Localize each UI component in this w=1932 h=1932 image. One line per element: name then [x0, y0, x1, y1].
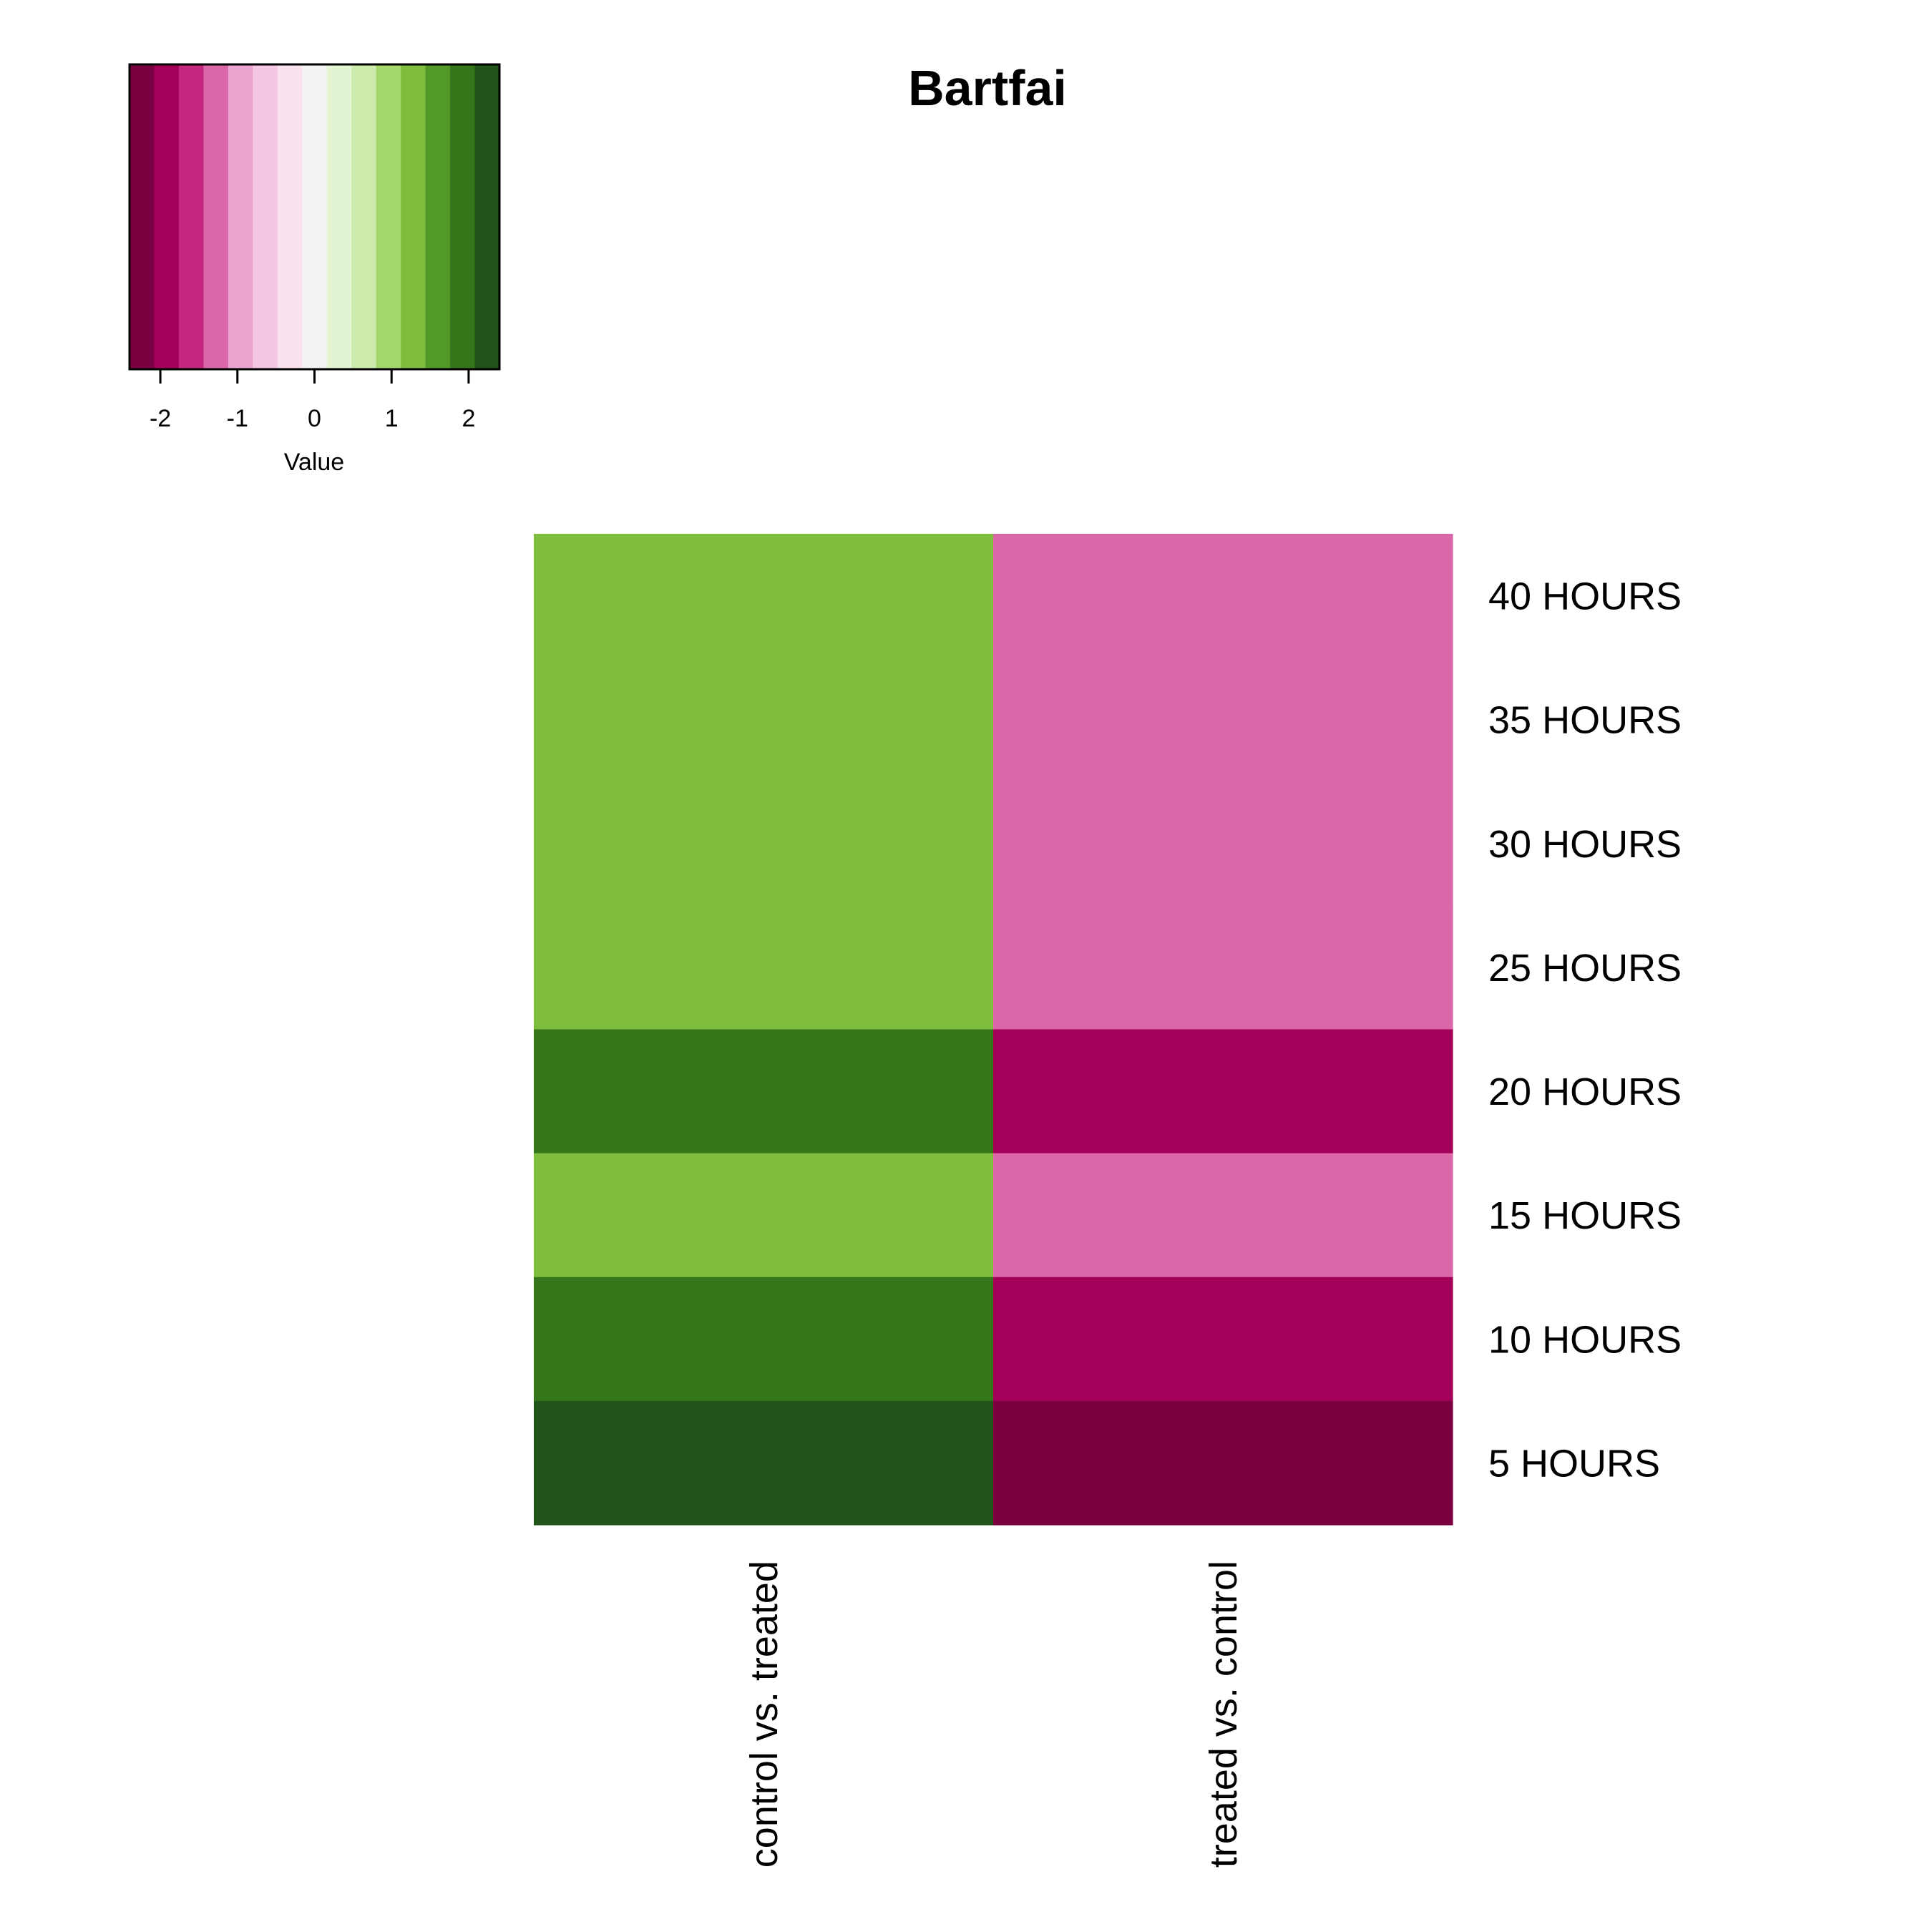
- color-key-band: [474, 64, 500, 369]
- column-labels: control vs. treated treated vs. control: [743, 1561, 1245, 1868]
- color-key-band: [203, 64, 229, 369]
- heatmap-cell: [993, 1153, 1453, 1278]
- color-key-band: [253, 64, 278, 369]
- heatmap-cell: [993, 905, 1453, 1030]
- color-key-band: [376, 64, 401, 369]
- color-key: -2 -1 0 1 2 Value: [128, 63, 501, 476]
- color-key-tick-label: -1: [227, 405, 248, 432]
- color-key-band: [450, 64, 476, 369]
- color-key-tick-label: 2: [462, 405, 475, 432]
- heatmap-cell: [993, 1400, 1453, 1526]
- color-key-tick-label: 1: [385, 405, 399, 432]
- color-key-band: [277, 64, 303, 369]
- color-key-band: [425, 64, 451, 369]
- row-label: 25 HOURS: [1488, 947, 1682, 990]
- row-labels: 40 HOURS 35 HOURS 30 HOURS 25 HOURS 20 HOURS…: [1488, 575, 1682, 1485]
- color-key-band: [302, 64, 328, 369]
- color-key-band: [228, 64, 253, 369]
- heatmap-cell: [993, 781, 1453, 906]
- chart-title: Bartfai: [908, 60, 1067, 116]
- row-label: 40 HOURS: [1488, 575, 1682, 618]
- color-key-bands: [130, 64, 500, 369]
- heatmap-cells: [534, 534, 1453, 1526]
- heatmap-cell: [534, 781, 994, 906]
- heatmap-cell: [534, 1153, 994, 1278]
- column-label: control vs. treated: [743, 1561, 786, 1868]
- color-key-band: [154, 64, 180, 369]
- color-key-xlabel: Value: [284, 449, 344, 476]
- heatmap-cell: [993, 534, 1453, 658]
- heatmap-cell: [534, 1400, 994, 1526]
- color-key-band: [401, 64, 426, 369]
- row-label: 10 HOURS: [1488, 1318, 1682, 1361]
- heatmap-cell: [534, 1029, 994, 1154]
- heatmap-cell: [534, 905, 994, 1030]
- heatmap-cell: [534, 658, 994, 782]
- row-label: 35 HOURS: [1488, 699, 1682, 742]
- heatmap-cell: [534, 1277, 994, 1402]
- heatmap-cell: [993, 658, 1453, 782]
- row-label: 5 HOURS: [1488, 1442, 1660, 1485]
- color-key-band: [351, 64, 377, 369]
- heatmap-cell: [993, 1029, 1453, 1154]
- color-key-axis: -2 -1 0 1 2: [150, 369, 475, 432]
- row-label: 20 HOURS: [1488, 1070, 1682, 1113]
- color-key-band: [130, 64, 155, 369]
- column-label: treated vs. control: [1202, 1561, 1245, 1868]
- color-key-band: [326, 64, 352, 369]
- color-key-tick-label: -2: [150, 405, 171, 432]
- color-key-tick-label: 0: [308, 405, 321, 432]
- color-key-band: [178, 64, 204, 369]
- heatmap-cell: [534, 534, 994, 658]
- row-label: 15 HOURS: [1488, 1194, 1682, 1237]
- heatmap-cell: [993, 1277, 1453, 1402]
- row-label: 30 HOURS: [1488, 823, 1682, 866]
